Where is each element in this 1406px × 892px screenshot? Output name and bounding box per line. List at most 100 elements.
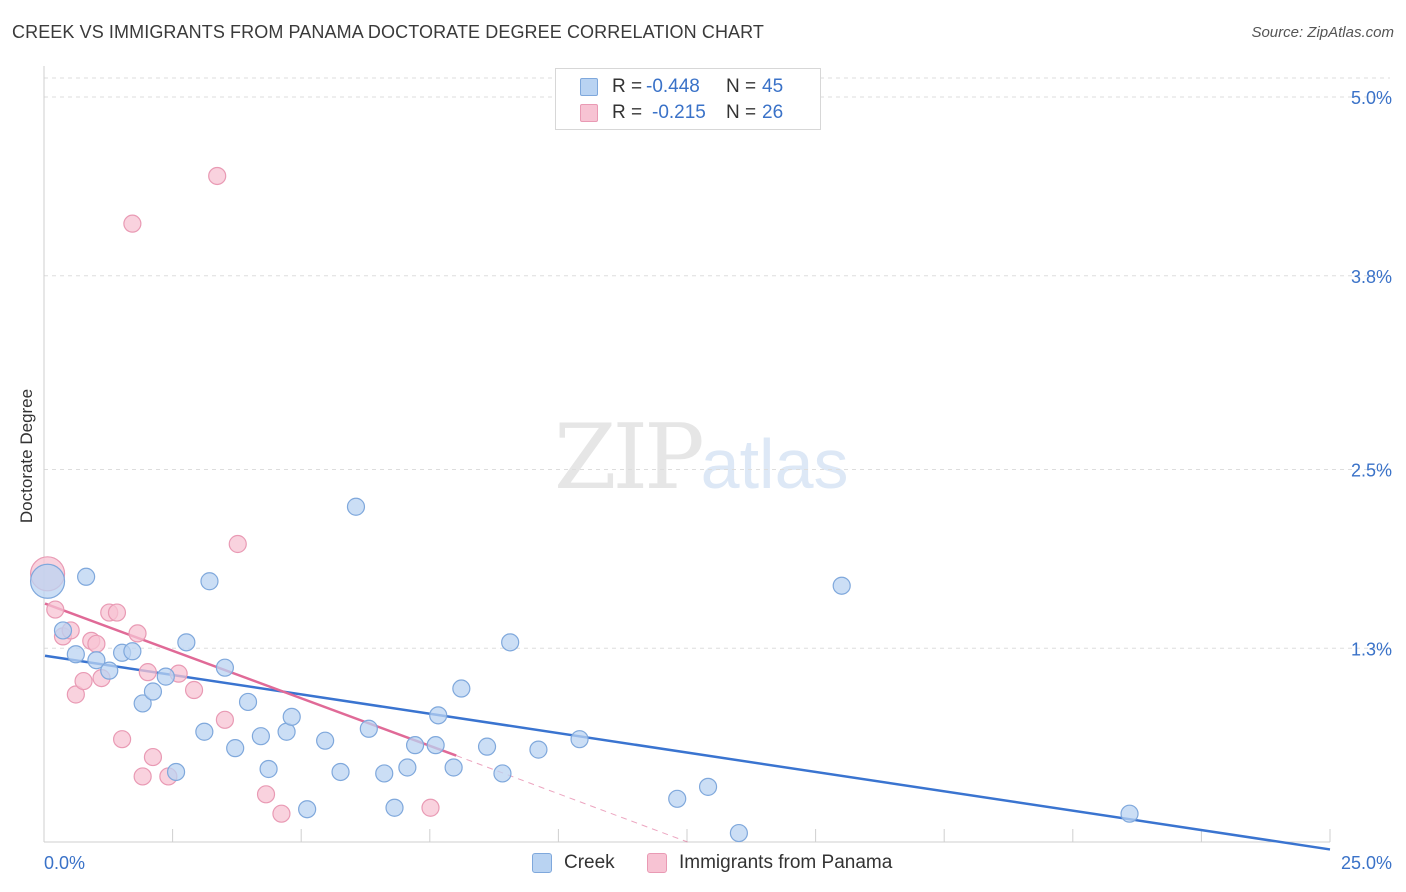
- legend-row-creek: R = -0.448 N = 45: [580, 75, 783, 99]
- creek-point: [282, 707, 301, 726]
- creek-point: [570, 730, 589, 749]
- creek-legend-swatch: [532, 853, 552, 873]
- trend-lines: [44, 602, 1331, 851]
- watermark-zip: ZIP: [554, 405, 705, 510]
- creek-point: [195, 722, 214, 741]
- creek-point: [133, 694, 152, 713]
- panama-point: [143, 747, 163, 767]
- r-label: R =: [612, 102, 643, 123]
- panama-point: [215, 710, 234, 729]
- y-tick-label: 2.5%: [1351, 461, 1392, 481]
- creek-point: [238, 692, 258, 712]
- creek-point: [143, 682, 163, 701]
- creek-point: [729, 823, 749, 843]
- panama-trend-line: [44, 602, 457, 757]
- y-tick-label: 1.3%: [1351, 639, 1392, 659]
- panama-point: [138, 663, 157, 682]
- creek-point: [215, 658, 234, 677]
- creek-point: [259, 759, 278, 779]
- creek-point: [316, 731, 335, 750]
- creek-point: [87, 651, 106, 670]
- panama-point: [107, 603, 127, 622]
- creek-point: [501, 633, 520, 652]
- panama-point: [128, 624, 147, 643]
- creek-point: [385, 798, 404, 817]
- panama-point: [46, 600, 65, 619]
- panama-point: [421, 798, 440, 817]
- creek-point: [29, 563, 66, 599]
- panama-trend-extension: [456, 755, 688, 843]
- n-value: 45: [762, 76, 784, 97]
- y-tick-label: 3.8%: [1351, 267, 1392, 287]
- stats-legend: R = -0.448 N = 45 R = -0.215 N = 26: [555, 68, 821, 130]
- creek-point: [529, 740, 548, 759]
- panama-point: [123, 214, 142, 233]
- panama-point: [184, 680, 204, 700]
- creek-point: [668, 789, 687, 808]
- x-tick-label-max: 25.0%: [1341, 853, 1392, 873]
- x-tick-label-min: 0.0%: [44, 853, 85, 873]
- r-value: -0.215: [652, 102, 706, 123]
- creek-swatch: [580, 78, 598, 96]
- panama-point: [87, 634, 106, 653]
- panama-point: [272, 804, 291, 823]
- creek-point: [100, 661, 119, 680]
- creek-point: [444, 758, 463, 777]
- panama-point: [112, 730, 132, 749]
- creek-point: [375, 764, 394, 783]
- creek-point: [226, 739, 245, 758]
- legend-row-panama: R = -0.215 N = 26: [580, 101, 783, 125]
- source-credit: Source: ZipAtlas.com: [1251, 24, 1394, 41]
- creek-point: [156, 667, 175, 686]
- watermark-atlas: atlas: [700, 425, 849, 503]
- legend-item-creek[interactable]: Creek: [532, 852, 615, 874]
- creek-point: [177, 633, 196, 652]
- creek-trend-line: [44, 654, 1331, 851]
- creek-point: [331, 762, 350, 782]
- creek-point: [166, 762, 186, 782]
- creek-point: [251, 727, 270, 746]
- creek-point: [123, 642, 142, 661]
- legend-label-panama: Immigrants from Panama: [679, 852, 893, 873]
- creek-point: [359, 719, 378, 738]
- chart-title: CREEK VS IMMIGRANTS FROM PANAMA DOCTORAT…: [12, 22, 765, 42]
- legend-item-panama[interactable]: Immigrants from Panama: [647, 852, 892, 874]
- panama-point: [66, 685, 85, 704]
- creek-point: [398, 758, 417, 777]
- n-value: 26: [762, 102, 784, 123]
- n-label: N =: [726, 102, 757, 123]
- panama-swatch: [580, 104, 598, 122]
- panama-point: [133, 767, 152, 786]
- creek-point: [53, 621, 73, 640]
- creek-point: [477, 737, 497, 756]
- panama-legend-swatch: [647, 853, 667, 873]
- creek-point: [77, 567, 96, 586]
- tick-labels: 1.3% 2.5% 3.8% 5.0% 0.0% 25.0%: [44, 88, 1392, 873]
- panama-point: [256, 785, 276, 804]
- creek-point: [493, 764, 512, 783]
- panama-point: [228, 534, 247, 554]
- r-value: -0.448: [646, 76, 700, 97]
- creek-point: [405, 736, 425, 755]
- axes: [43, 66, 1331, 843]
- creek-point: [452, 679, 471, 698]
- legend-label-creek: Creek: [564, 852, 615, 873]
- r-label: R =: [612, 76, 643, 97]
- grid-lines: [44, 77, 1390, 649]
- creek-point: [426, 736, 445, 755]
- creek-point: [698, 777, 718, 796]
- creek-point: [429, 706, 448, 725]
- creek-point: [346, 497, 366, 516]
- creek-point: [1120, 804, 1139, 823]
- watermark: ZIPatlas: [554, 405, 849, 510]
- data-points: [29, 166, 1139, 843]
- series-legend: Creek Immigrants from Panama: [0, 852, 1406, 876]
- n-label: N =: [726, 76, 757, 97]
- creek-point: [66, 645, 85, 664]
- y-tick-label: 5.0%: [1351, 88, 1392, 108]
- panama-point: [74, 671, 93, 691]
- creek-point: [298, 800, 317, 819]
- creek-point: [832, 576, 851, 595]
- creek-point: [200, 572, 219, 591]
